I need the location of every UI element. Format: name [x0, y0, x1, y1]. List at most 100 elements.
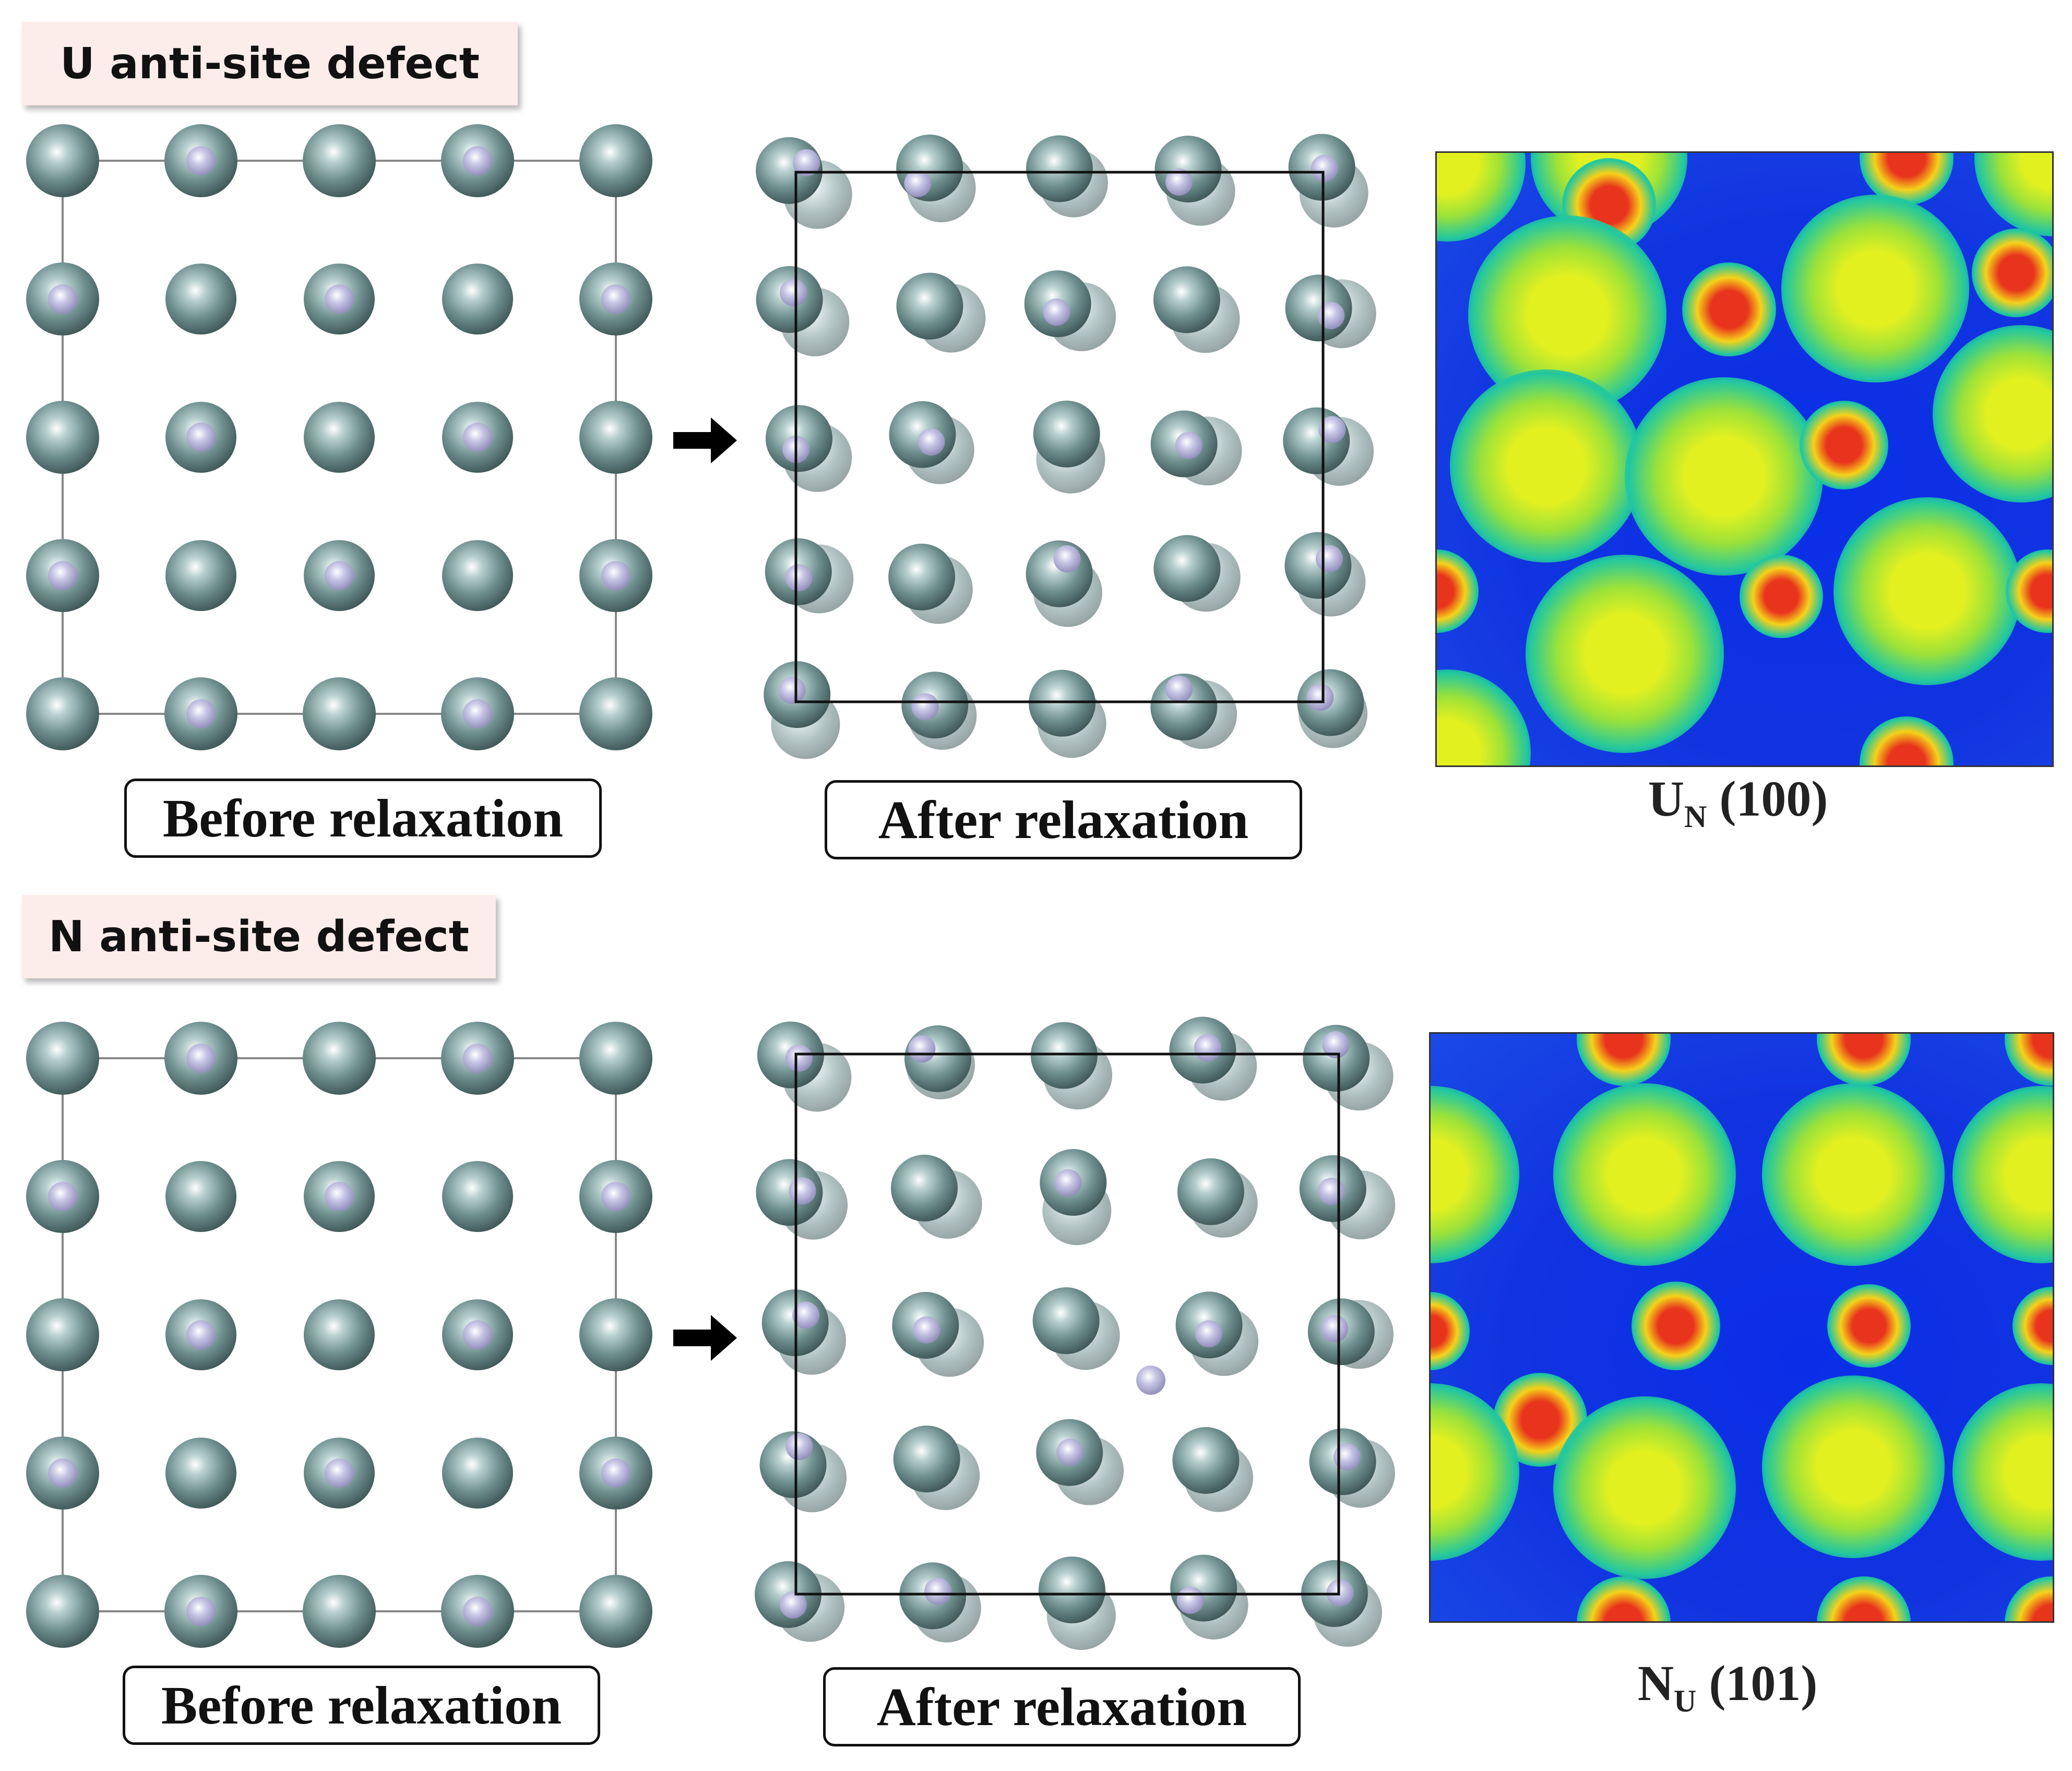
uranium-atom: [442, 264, 513, 334]
uranium-atom: [442, 540, 513, 611]
uranium-atom: [26, 1298, 99, 1371]
nitrogen-atom: [325, 284, 354, 314]
uranium-atom: [890, 1154, 958, 1222]
density-peak: [1431, 1086, 1519, 1263]
nitrogen-atom: [908, 1035, 936, 1063]
nitrogen-atom: [48, 284, 77, 314]
nitrogen-atom: [789, 1177, 816, 1205]
top-charge-density-map: [1435, 151, 2054, 767]
interstitial-nitrogen-atom: [1136, 1366, 1165, 1395]
density-peak: [1625, 377, 1823, 576]
top-before-caption-text: Before relaxation: [162, 788, 564, 848]
uranium-atom: [1026, 135, 1093, 202]
high-density-peak: [1431, 1292, 1470, 1370]
uranium-atom: [579, 124, 652, 197]
density-peak: [1952, 1383, 2053, 1561]
n-antisite-title: N anti-site defect: [22, 895, 496, 978]
nitrogen-atom: [779, 1591, 807, 1619]
unit-cell-outline: [794, 1052, 1340, 1596]
uranium-atom: [303, 677, 376, 750]
nitrogen-atom: [48, 561, 77, 590]
uranium-atom: [1032, 1287, 1100, 1355]
uranium-atom: [579, 677, 652, 750]
nitrogen-atom: [186, 1320, 216, 1349]
uranium-atom: [1029, 669, 1096, 737]
high-density-peak: [2013, 1287, 2053, 1365]
high-density-peak: [1740, 555, 1823, 638]
nitrogen-atom: [463, 423, 492, 452]
nitrogen-atom: [1043, 298, 1070, 326]
nitrogen-atom: [186, 146, 216, 175]
nitrogen-atom: [463, 1044, 492, 1073]
bottom-map-label-plane: (101): [1696, 1655, 1818, 1711]
uranium-atom: [442, 1161, 513, 1232]
uranium-atom: [579, 1298, 652, 1371]
density-peak: [1437, 153, 1526, 242]
u-antisite-title: U anti-site defect: [22, 22, 518, 105]
bottom-map-label-main: N: [1637, 1655, 1674, 1711]
top-map-label-plane: (100): [1707, 771, 1828, 827]
uranium-atom: [165, 1438, 236, 1509]
top-before-relaxation-structure: [26, 124, 652, 750]
nitrogen-atom: [186, 1044, 216, 1073]
nitrogen-atom: [1333, 1443, 1361, 1471]
density-peak: [1553, 1083, 1736, 1266]
uranium-atom: [1153, 535, 1221, 602]
bottom-charge-density-map: [1429, 1032, 2054, 1623]
density-peak: [1762, 1375, 1945, 1558]
uranium-atom: [1038, 1556, 1105, 1623]
density-peak: [1526, 555, 1724, 753]
uranium-atom: [26, 124, 99, 197]
uranium-atom: [442, 1438, 513, 1509]
uranium-atom: [579, 401, 652, 474]
uranium-atom: [303, 1575, 376, 1648]
nitrogen-atom: [785, 1433, 813, 1461]
nitrogen-atom: [48, 1458, 77, 1488]
uranium-atom: [896, 134, 963, 201]
nitrogen-atom: [1053, 545, 1081, 573]
unit-cell-outline: [794, 171, 1325, 703]
nitrogen-atom: [325, 1458, 354, 1488]
nitrogen-atom: [792, 1301, 820, 1329]
u-antisite-title-text: U anti-site defect: [60, 39, 480, 89]
uranium-atom: [1283, 407, 1350, 474]
nitrogen-atom: [1311, 154, 1338, 182]
bottom-arrow-icon: [673, 1315, 741, 1365]
uranium-atom: [1172, 1427, 1240, 1494]
density-peak: [1952, 1086, 2053, 1263]
uranium-atom: [1153, 266, 1220, 333]
nitrogen-atom: [913, 1316, 940, 1344]
nitrogen-atom: [186, 699, 216, 728]
nitrogen-atom: [463, 699, 492, 728]
nitrogen-atom: [780, 279, 807, 306]
density-peak: [1450, 369, 1643, 563]
nitrogen-atom: [785, 1044, 813, 1072]
high-density-peak: [1860, 716, 1954, 765]
bottom-after-relaxation-structure: [755, 1016, 1396, 1650]
nitrogen-atom: [1175, 432, 1202, 459]
high-density-peak: [1632, 1282, 1720, 1370]
nitrogen-atom: [778, 676, 806, 704]
bottom-after-caption-text: After relaxation: [876, 1677, 1247, 1737]
uranium-atom: [888, 543, 956, 611]
uranium-atom: [26, 401, 99, 474]
bottom-before-caption: Before relaxation: [123, 1666, 600, 1745]
nitrogen-atom: [1054, 1169, 1082, 1196]
bottom-before-caption-text: Before relaxation: [161, 1675, 562, 1736]
uranium-atom: [26, 1022, 99, 1095]
nitrogen-atom: [1194, 1034, 1221, 1061]
nitrogen-atom: [1195, 1320, 1223, 1348]
nitrogen-atom: [1326, 1579, 1354, 1607]
nitrogen-atom: [924, 1577, 952, 1605]
uranium-atom: [303, 124, 376, 197]
high-density-peak: [1682, 262, 1776, 356]
density-peak: [1974, 153, 2052, 236]
uranium-atom: [1154, 136, 1222, 203]
high-density-peak: [1437, 549, 1479, 633]
density-peak: [1553, 1396, 1736, 1579]
bottom-before-relaxation-structure: [26, 1022, 652, 1648]
uranium-atom: [1170, 1554, 1237, 1622]
nitrogen-atom: [186, 1597, 216, 1626]
uranium-atom: [896, 272, 963, 340]
